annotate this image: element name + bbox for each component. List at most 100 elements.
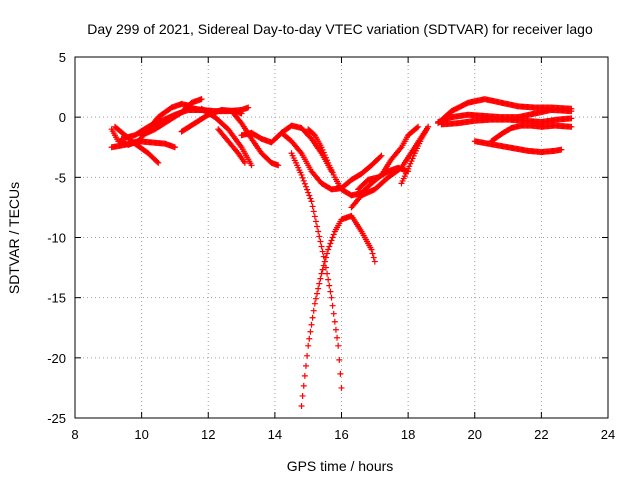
data-point: [322, 154, 329, 161]
data-point: [425, 123, 432, 130]
x-tick-label: 8: [71, 427, 78, 442]
data-point: [310, 307, 317, 314]
data-point: [327, 240, 334, 247]
data-point: [305, 189, 312, 196]
data-point: [326, 282, 333, 289]
data-point: [338, 384, 345, 391]
y-tick-label: -15: [47, 291, 66, 306]
series-arc-9: [215, 126, 248, 166]
data-point: [310, 208, 317, 215]
data-point: [309, 203, 316, 210]
data-point: [371, 258, 378, 265]
data-point: [316, 233, 323, 240]
data-point: [315, 285, 322, 292]
series-arc-20: [435, 106, 575, 125]
data-point: [312, 218, 319, 225]
data-point: [317, 275, 324, 282]
data-point: [337, 370, 344, 377]
data-point: [318, 144, 325, 151]
data-point: [331, 318, 338, 325]
series-arc-18: [398, 123, 432, 187]
data-point: [308, 198, 315, 205]
data-point: [368, 246, 375, 253]
data-point: [415, 123, 422, 130]
y-axis-label: SDTVAR / TECUs: [6, 182, 22, 294]
data-point: [275, 162, 282, 169]
data-point: [414, 124, 421, 131]
data-point: [316, 280, 323, 287]
data-point: [336, 356, 343, 363]
data-point: [377, 153, 384, 160]
data-point: [245, 104, 252, 111]
x-tick-label: 18: [401, 427, 415, 442]
data-point: [330, 231, 337, 238]
data-point: [311, 300, 318, 307]
data-point: [409, 155, 416, 162]
data-point: [155, 159, 162, 166]
gridlines: [75, 57, 608, 418]
x-tick-label: 14: [268, 427, 282, 442]
series-arc-21: [438, 115, 575, 128]
data-point: [304, 186, 311, 193]
data-point: [326, 243, 333, 250]
x-tick-label: 24: [601, 427, 615, 442]
data-point: [330, 310, 337, 317]
data-point: [334, 334, 341, 341]
data-point: [304, 352, 311, 359]
data-point: [306, 335, 313, 342]
data-point: [324, 270, 331, 277]
data-point: [397, 145, 404, 152]
data-point: [407, 160, 414, 167]
data-point: [317, 238, 324, 245]
series-arc-8: [198, 105, 255, 169]
data-point: [369, 250, 376, 257]
data-point: [408, 158, 415, 165]
y-tick-label: -20: [47, 351, 66, 366]
data-point: [328, 294, 335, 301]
x-tick-label: 10: [134, 427, 148, 442]
data-point: [332, 326, 339, 333]
data-point: [309, 314, 316, 321]
data-point: [321, 258, 328, 265]
x-axis-label: GPS time / hours: [287, 458, 394, 474]
y-tick-label: 5: [59, 50, 66, 65]
data-point: [318, 243, 325, 250]
data-point: [154, 158, 161, 165]
data-point: [241, 159, 248, 166]
series-arc-11: [238, 122, 335, 175]
data-point: [370, 254, 377, 261]
data-point: [325, 246, 332, 253]
y-tick-label: -5: [54, 170, 66, 185]
series-arc-14: [298, 212, 378, 409]
data-point: [319, 248, 326, 255]
data-point: [306, 192, 313, 199]
data-point: [299, 392, 306, 399]
data-point: [310, 131, 317, 138]
data-point: [307, 195, 314, 202]
data-point: [297, 148, 304, 155]
data-point: [248, 162, 255, 169]
series-arc-13: [288, 150, 345, 391]
series-arc-22: [488, 122, 575, 145]
data-marks: [108, 96, 575, 409]
data-point: [325, 276, 332, 283]
data-point: [315, 228, 322, 235]
data-point: [322, 254, 329, 261]
series-arc-5: [138, 96, 205, 139]
data-point: [320, 262, 327, 269]
data-point: [324, 157, 331, 164]
data-point: [329, 302, 336, 309]
data-point: [312, 295, 319, 302]
data-point: [568, 115, 575, 122]
data-point: [320, 149, 327, 156]
data-point: [406, 163, 413, 170]
data-point: [568, 108, 575, 115]
data-point: [308, 321, 315, 328]
x-tick-label: 12: [201, 427, 215, 442]
data-point: [410, 152, 417, 159]
data-point: [302, 362, 309, 369]
data-point: [307, 328, 314, 335]
data-point: [319, 266, 326, 273]
data-point: [301, 372, 308, 379]
data-point: [328, 237, 335, 244]
